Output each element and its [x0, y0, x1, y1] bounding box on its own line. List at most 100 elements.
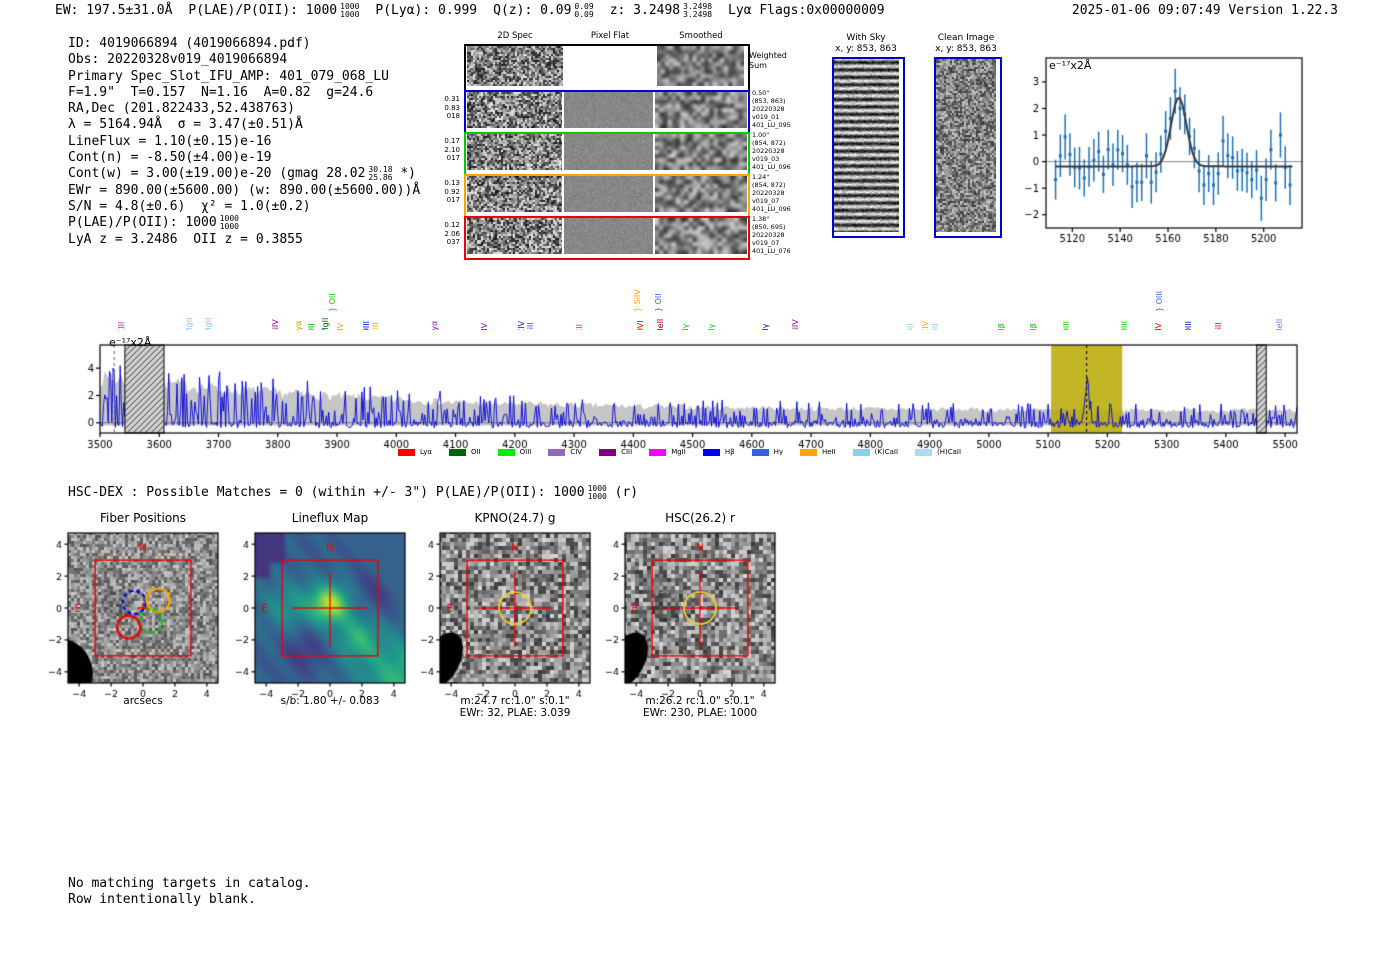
spec2d-segment-image — [655, 218, 747, 254]
info-line: EWr = 890.00(±5600.00) (w: 890.00(±5600.… — [68, 182, 421, 198]
legend-item: (H)CaII — [915, 448, 961, 456]
info-line: λ = 5164.94Å σ = 3.47(±0.51)Å — [68, 117, 303, 133]
cutout-title-hsc-r: HSC(26.2) r — [665, 511, 735, 525]
cutout-caption-hsc-r: m:26.2 rc:1.0" s:0.1" EWr: 230, PLAE: 100… — [610, 695, 790, 719]
emission-line-label: } OII — [327, 293, 337, 312]
header-stat: z: 3.2498 3.2498 3.2498 — [609, 2, 713, 19]
spec2d-fiber-row — [464, 90, 750, 134]
legend-item: Lyα — [398, 448, 432, 456]
legend-swatch — [449, 448, 467, 456]
legend-label: Hγ — [773, 448, 783, 456]
clean-image-coords: x, y: 853, 863 — [935, 44, 997, 54]
spectrum-legend: Lyα OII OIII CIV CIII MgII Hβ Hγ HeII (K)CaII (H)C… — [398, 448, 978, 456]
emission-line-label: } OII — [654, 293, 664, 312]
info-line: P(LAE)/P(OII): 1000 1000 1000 — [68, 214, 239, 232]
legend-item: HeII — [799, 448, 836, 456]
legend-item: CIII — [599, 448, 632, 456]
spec2d-fiber-row — [464, 132, 750, 176]
cutout-caption-line: m:24.7 rc:1.0" s:0.1" — [460, 695, 570, 707]
info-line: ID: 4019066894 (4019066894.pdf) — [68, 36, 311, 51]
legend-swatch — [751, 448, 769, 456]
legend-swatch — [915, 448, 933, 456]
spec2d-row-annotation: 1.00" (854, 872) 20220328 v019_03 401_LU_096 — [752, 131, 791, 172]
legend-item: MgII — [649, 448, 686, 456]
weighted-sum-2dspec-image — [467, 46, 563, 86]
clean-image-title: Clean Image — [937, 33, 995, 43]
cutout-title-lineflux-map: Lineflux Map — [291, 511, 369, 525]
detection-info-block: ID: 4019066894 (4019066894.pdf) Obs: 2022… — [68, 36, 420, 248]
fiber-positions-image — [38, 526, 228, 706]
legend-label: CIII — [621, 448, 633, 456]
legend-swatch — [599, 448, 617, 456]
hsc-r-cutout-image — [595, 526, 785, 706]
emission-line-label: } OIII — [1154, 290, 1164, 312]
stacked-fraction: 30.18 25.86 — [368, 165, 393, 183]
spec2d-fiber-row — [464, 174, 750, 218]
legend-swatch — [398, 448, 415, 456]
legend-item: CIV — [548, 448, 582, 456]
info-line: LineFlux = 1.10(±0.15)e-16 — [68, 133, 272, 149]
info-line: Cont(n) = -8.50(±4.00)e-19 — [68, 150, 272, 166]
inset-flux-units-label: e⁻¹⁷x2Å — [1049, 59, 1092, 72]
legend-item: OIII — [497, 448, 531, 456]
legend-swatch — [852, 448, 870, 456]
stacked-fraction: 1000 1000 — [587, 484, 607, 501]
info-line: F=1.9" T=0.157 N=1.16 A=0.82 g=24.6 — [68, 84, 374, 100]
spec2d-row-annotation: 1.24" (854, 872) 20220328 v019_07 401_LU_096 — [752, 173, 791, 214]
info-line: RA,Dec (201.822433,52.438763) — [68, 101, 295, 117]
spec2d-segment-image — [655, 134, 747, 170]
legend-swatch — [497, 448, 515, 456]
legend-label: (K)CaII — [874, 448, 899, 456]
weighted-sum-smoothed-image — [657, 46, 744, 86]
info-line: Obs: 20220328v019_4019066894 — [68, 52, 288, 68]
legend-swatch — [702, 448, 720, 456]
spec2d-segment-image — [564, 218, 653, 254]
spec2d-segment-image — [564, 134, 653, 170]
cutout-caption-line: EWr: 230, PLAE: 1000 — [642, 707, 758, 719]
legend-item: Hβ — [702, 448, 735, 456]
legend-label: OII — [471, 448, 481, 456]
cutout-caption-line: s/b: 1.80 +/- 0.083 — [280, 695, 380, 707]
spec2d-weighted-sum-strip — [464, 44, 750, 92]
catalog-match-summary: HSC-DEX : Possible Matches = 0 (within +… — [68, 484, 639, 501]
emission-line-label: } SiIV — [633, 289, 643, 312]
info-line: LyA z = 3.2486 OII z = 0.3855 — [68, 231, 303, 247]
spec2d-row-stats: 0.13 0.92 017 — [444, 179, 460, 204]
full-spectrum-plot — [85, 330, 1310, 465]
cutout-title-fiber-positions: Fiber Positions — [99, 511, 187, 525]
legend-item: OII — [449, 448, 481, 456]
stacked-fraction: 1000 1000 — [219, 214, 239, 232]
cutout-caption-kpno-g: m:24.7 rc:1.0" s:0.1" EWr: 32, PLAE: 3.03… — [425, 695, 605, 719]
spec2d-row-annotation: 1.38" (850, 695) 20220328 v019_07 401_LU_076 — [752, 215, 791, 256]
spec2d-segment-image — [564, 92, 653, 128]
with-sky-image-frame — [832, 57, 905, 238]
legend-label: Hβ — [724, 448, 735, 456]
clean-image — [936, 59, 996, 232]
legend-swatch — [548, 448, 566, 456]
stacked-fraction: 3.2498 3.2498 — [683, 2, 713, 19]
info-line: Cont(w) = 3.00(±19.00)e-20 (gmag 28.02 30… — [68, 165, 416, 183]
header-stat: P(LAE)/P(OII): 1000 1000 1000 — [188, 2, 360, 19]
header-stat: Q(z): 0.09 0.09 0.09 — [493, 2, 594, 19]
weighted-sum-label: Weighted Sum — [749, 51, 787, 70]
with-sky-title: With Sky — [846, 33, 886, 43]
cutout-title-kpno-g: KPNO(24.7) g — [474, 511, 556, 525]
cutout-caption-line: m:26.2 rc:1.0" s:0.1" — [645, 695, 755, 707]
legend-label: CIV — [570, 448, 583, 456]
spec2d-segment-image — [655, 92, 747, 128]
spec2d-segment-image — [467, 218, 562, 254]
info-line: Primary Spec_Slot_IFU_AMP: 401_079_068_L… — [68, 68, 389, 84]
lineflux-map-image — [225, 526, 415, 706]
legend-label: HeII — [821, 448, 836, 456]
report-timestamp: 2025-01-06 09:07:49 Version 1.22.3 — [1071, 3, 1338, 18]
line-fit-inset-plot — [1010, 48, 1320, 243]
spec2d-segment-image — [564, 176, 653, 212]
legend-item: Hγ — [751, 448, 783, 456]
clean-image-frame — [934, 57, 1002, 238]
legend-label: (H)CaII — [937, 448, 962, 456]
cutout-caption-fiber-positions: arcsecs — [53, 695, 233, 707]
stacked-fraction: 1000 1000 — [340, 2, 360, 19]
header-stats: EW: 197.5±31.0Å P(LAE)/P(OII): 1000 1000 10… — [55, 3, 901, 19]
legend-swatch — [799, 448, 817, 456]
